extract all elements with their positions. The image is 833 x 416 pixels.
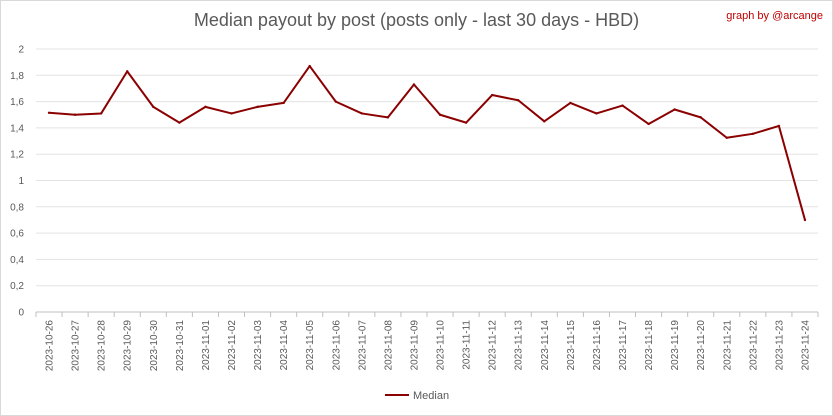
legend: Median [385, 390, 449, 402]
x-tick-label: 2023-10-31 [175, 320, 186, 372]
data-point [230, 112, 233, 115]
data-point [438, 113, 442, 116]
x-tick-label: 2023-11-23 [774, 320, 785, 371]
x-tick-label: 2023-10-27 [71, 320, 82, 372]
data-point [360, 112, 364, 115]
data-point [803, 218, 807, 222]
data-point [543, 120, 546, 123]
y-axis: 0 0,2 0,4 0,6 0,8 1 1,2 1,4 1,6 1,8 2 [10, 45, 24, 319]
y-tick-label: 1 [18, 176, 24, 187]
data-point [152, 105, 155, 109]
data-point [751, 132, 755, 136]
data-point [256, 105, 259, 109]
x-tick-label: 2023-11-09 [409, 320, 420, 371]
x-tick-label: 2023-11-05 [305, 320, 316, 371]
plot-area [47, 64, 807, 222]
y-tick-label: 1,6 [10, 97, 24, 108]
data-point [47, 111, 51, 114]
data-point [99, 112, 103, 115]
legend-label-median: Median [413, 390, 449, 402]
data-point [647, 122, 650, 126]
chart-title: Median payout by post (posts only - last… [193, 10, 640, 30]
data-point [412, 83, 416, 86]
x-tick-label: 2023-10-30 [149, 320, 160, 372]
x-tick-label: 2023-11-22 [748, 320, 759, 371]
x-tick-label: 2023-10-28 [97, 320, 108, 372]
data-point [282, 101, 285, 105]
data-point [204, 105, 207, 109]
x-tick-label: 2023-11-21 [722, 320, 733, 371]
y-tick-label: 0 [18, 308, 24, 319]
series-line-median [48, 65, 806, 221]
x-tick-label: 2023-11-11 [462, 320, 473, 370]
y-tick-label: 1,8 [10, 71, 24, 82]
data-point [386, 116, 390, 119]
data-point [334, 100, 337, 103]
x-axis: 2023-10-26 2023-10-27 2023-10-28 2023-10-29… [35, 312, 819, 372]
data-point [73, 113, 77, 116]
data-point [126, 70, 129, 73]
data-point [464, 121, 468, 124]
x-tick-label: 2023-11-07 [357, 320, 368, 371]
x-tick-label: 2023-11-16 [592, 320, 603, 371]
y-tick-label: 0,4 [10, 255, 24, 266]
x-tick-label: 2023-11-20 [696, 320, 707, 371]
x-tick-label: 2023-11-14 [540, 320, 551, 371]
data-point [725, 136, 728, 139]
data-point [777, 124, 781, 128]
x-tick-label: 2023-11-17 [618, 320, 629, 371]
data-point [517, 99, 520, 102]
x-tick-label: 2023-11-15 [566, 320, 577, 371]
data-point [308, 64, 311, 68]
y-tick-label: 0,8 [10, 202, 24, 213]
x-tick-label: 2023-11-06 [331, 320, 342, 371]
y-tick-label: 0,6 [10, 229, 24, 240]
data-point [699, 116, 702, 119]
y-tick-label: 1,2 [10, 150, 24, 161]
x-tick-label: 2023-11-04 [279, 320, 290, 371]
x-tick-label: 2023-11-10 [436, 320, 447, 371]
x-tick-label: 2023-11-03 [253, 320, 264, 371]
data-point [595, 112, 598, 115]
y-tick-label: 2 [18, 45, 24, 56]
x-tick-label: 2023-11-19 [670, 320, 681, 371]
x-tick-label: 2023-11-08 [383, 320, 394, 371]
y-tick-label: 1,4 [10, 123, 24, 134]
x-tick-label: 2023-11-01 [201, 320, 212, 371]
data-point [673, 108, 676, 111]
x-tick-label: 2023-11-12 [488, 320, 499, 371]
x-tick-label: 2023-10-26 [45, 320, 56, 372]
x-tick-label: 2023-11-13 [514, 320, 525, 371]
x-tick-label: 2023-11-18 [644, 320, 655, 371]
x-tick-label: 2023-10-29 [123, 320, 134, 372]
data-point [621, 104, 624, 107]
data-point [569, 101, 572, 105]
chart-credit: graph by @arcange [726, 10, 823, 22]
y-tick-label: 0,2 [10, 281, 24, 292]
data-point [490, 93, 494, 97]
x-tick-label: 2023-11-24 [800, 320, 811, 371]
data-point [178, 121, 181, 124]
x-tick-label: 2023-11-02 [227, 320, 238, 371]
gridlines [36, 48, 818, 313]
